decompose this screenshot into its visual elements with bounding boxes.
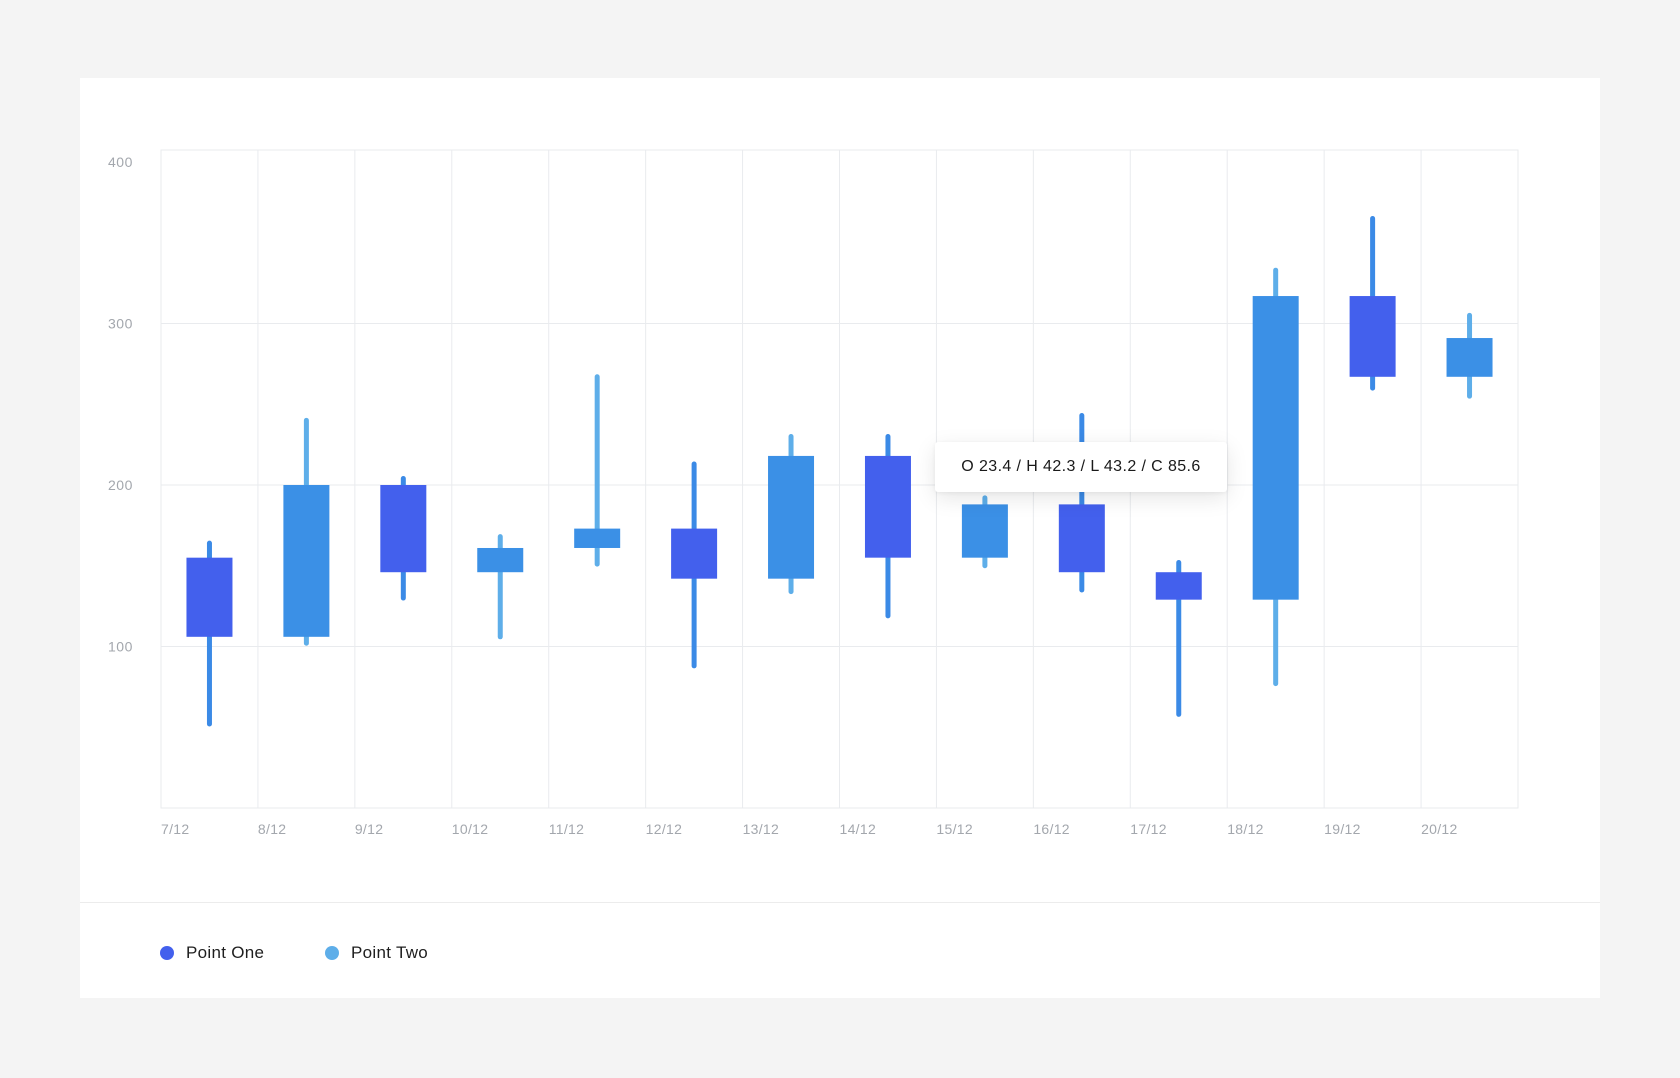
- y-tick-label: 200: [108, 477, 133, 493]
- x-tick-label: 17/12: [1130, 821, 1167, 837]
- candle: [1252, 267, 1299, 687]
- candle: [283, 417, 330, 646]
- candle: [1446, 312, 1493, 399]
- x-tick-label: 14/12: [840, 821, 877, 837]
- x-tick-label: 12/12: [646, 821, 683, 837]
- x-tick-label: 10/12: [452, 821, 489, 837]
- legend-dot-point-two: [325, 946, 339, 960]
- candle: [186, 540, 233, 727]
- chart-tooltip: O 23.4 / H 42.3 / L 43.2 / C 85.6: [935, 442, 1227, 492]
- x-tick-label: 19/12: [1324, 821, 1361, 837]
- candle-body: [574, 528, 621, 548]
- candle-body: [961, 504, 1008, 558]
- candle-body: [1155, 572, 1202, 600]
- x-tick-label: 15/12: [936, 821, 973, 837]
- legend-dot-point-one: [160, 946, 174, 960]
- candle-body: [186, 557, 233, 637]
- candle: [574, 374, 621, 567]
- candle-body: [768, 455, 815, 579]
- legend-label-point-one: Point One: [186, 943, 265, 962]
- x-tick-label: 7/12: [161, 821, 189, 837]
- candle: [864, 434, 911, 619]
- x-tick-label: 9/12: [355, 821, 383, 837]
- y-tick-label: 300: [108, 316, 133, 332]
- candle-body: [1446, 338, 1493, 377]
- x-tick-label: 20/12: [1421, 821, 1458, 837]
- x-tick-label: 13/12: [743, 821, 780, 837]
- candles: [186, 216, 1493, 727]
- candle: [671, 461, 718, 669]
- candle-body: [380, 485, 427, 573]
- x-axis: 7/12 8/12 9/12 10/12 11/12 12/12 13/12 14/12 15/…: [161, 821, 1458, 837]
- x-tick-label: 18/12: [1227, 821, 1264, 837]
- candle-body: [1349, 296, 1396, 377]
- legend-item-point-two[interactable]: Point Two: [325, 943, 428, 963]
- legend-label-point-two: Point Two: [351, 943, 429, 962]
- y-tick-label: 400: [108, 154, 133, 170]
- candle-body: [283, 485, 330, 637]
- candle: [1349, 216, 1396, 391]
- candle-body: [671, 528, 718, 579]
- y-tick-label: 100: [108, 639, 133, 655]
- candle-body: [1252, 296, 1299, 600]
- candlestick-chart: 400 300 200 100 7/12 8/12 9/12 10/12 11/12 12/12…: [108, 149, 1519, 837]
- legend-item-point-one[interactable]: Point One: [160, 943, 264, 963]
- candle: [961, 495, 1008, 569]
- grid: [160, 149, 1519, 809]
- candle: [380, 476, 427, 601]
- candle-body: [1058, 504, 1105, 573]
- legend: Point One Point Two: [80, 902, 1600, 998]
- candle-body: [864, 455, 911, 558]
- candle: [1155, 560, 1202, 717]
- y-axis: 400 300 200 100: [108, 154, 133, 655]
- candle: [768, 434, 815, 595]
- chart-card: 400 300 200 100 7/12 8/12 9/12 10/12 11/12 12/12…: [80, 78, 1600, 997]
- x-tick-label: 8/12: [258, 821, 286, 837]
- candle: [477, 534, 524, 640]
- x-tick-label: 11/12: [549, 821, 585, 837]
- tooltip-text: O 23.4 / H 42.3 / L 43.2 / C 85.6: [961, 458, 1201, 475]
- x-tick-label: 16/12: [1033, 821, 1070, 837]
- candle-body: [477, 547, 524, 573]
